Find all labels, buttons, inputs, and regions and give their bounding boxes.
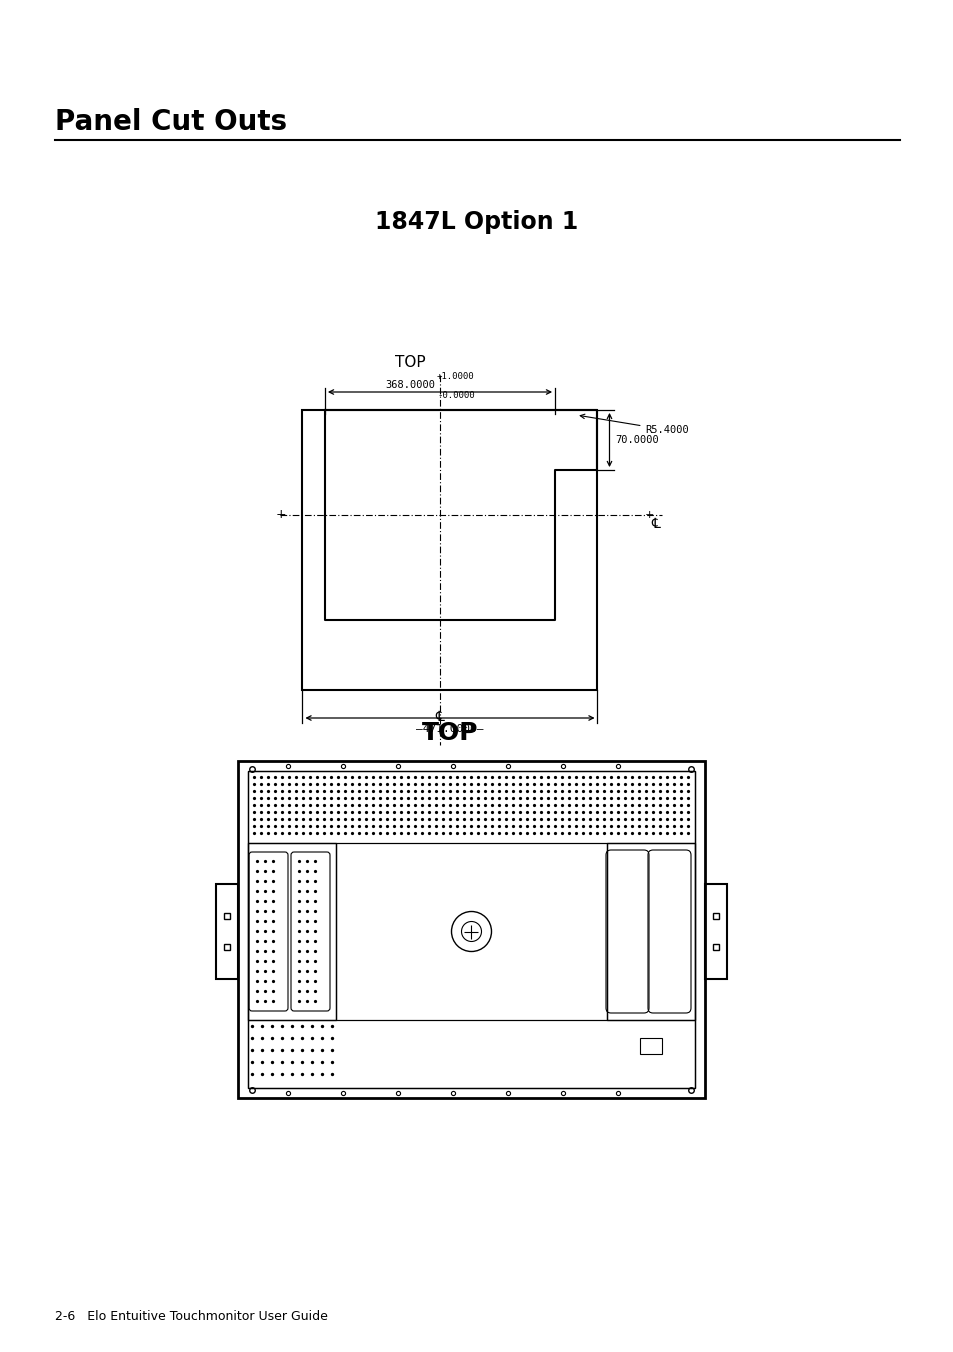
- Bar: [248, 844, 335, 1019]
- Text: -0.0000: -0.0000: [436, 391, 475, 400]
- Text: —471.0000—: —471.0000—: [416, 725, 483, 734]
- Bar: [215, 884, 237, 979]
- Text: +: +: [644, 510, 654, 521]
- Text: 70.0000: 70.0000: [615, 435, 659, 445]
- Text: 1847L Option 1: 1847L Option 1: [375, 210, 578, 234]
- Text: TOP: TOP: [395, 356, 425, 370]
- Text: Panel Cut Outs: Panel Cut Outs: [55, 108, 287, 137]
- Bar: [248, 771, 695, 1088]
- Bar: [237, 761, 704, 1098]
- Bar: [248, 1019, 695, 1088]
- Text: 2-6   Elo Entuitive Touchmonitor User Guide: 2-6 Elo Entuitive Touchmonitor User Guid…: [55, 1310, 328, 1324]
- Text: +: +: [274, 508, 286, 522]
- Text: ℄: ℄: [650, 516, 659, 531]
- Bar: [606, 844, 695, 1019]
- Text: 368.0000: 368.0000: [385, 380, 435, 389]
- Text: +1.0000: +1.0000: [436, 372, 475, 381]
- Bar: [248, 771, 695, 844]
- Bar: [302, 410, 597, 690]
- Text: R5.4000: R5.4000: [579, 414, 688, 435]
- Bar: [335, 844, 606, 1019]
- Text: ℄: ℄: [436, 710, 444, 725]
- Text: TOP: TOP: [421, 721, 477, 745]
- Bar: [704, 884, 726, 979]
- Bar: [639, 1038, 661, 1055]
